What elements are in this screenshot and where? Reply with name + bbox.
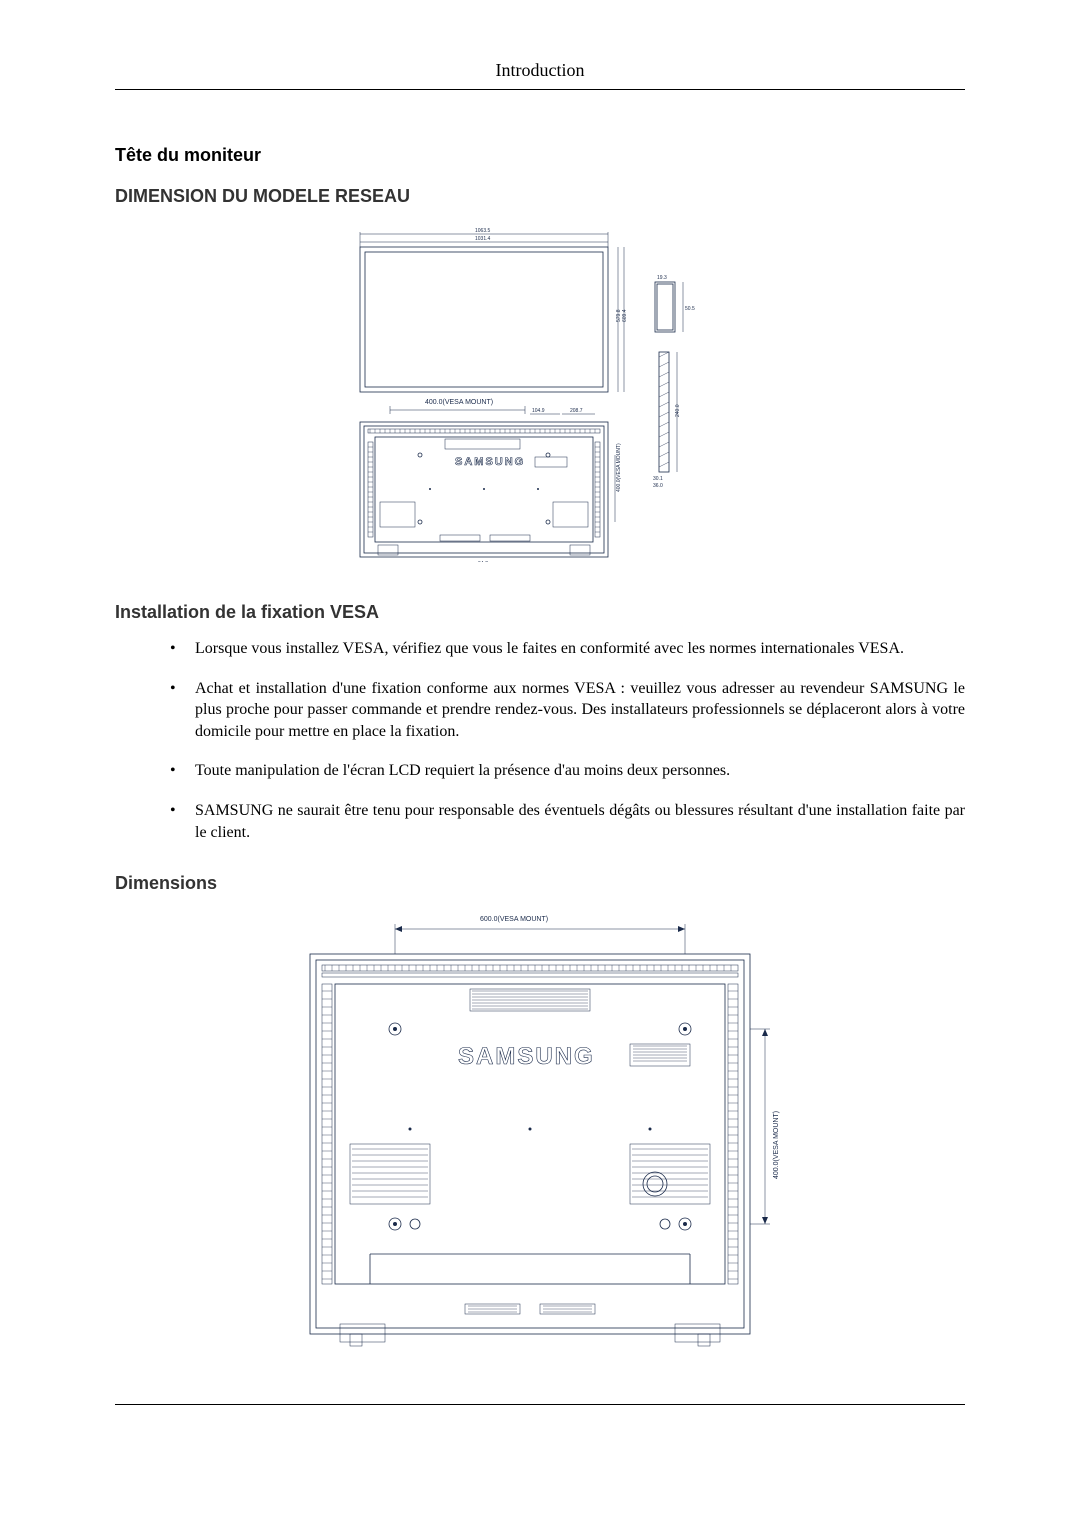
footer-divider [115,1404,965,1405]
diagram-dimensions: 600.0(VESA MOUNT) [115,909,965,1354]
page-container: Introduction Tête du moniteur DIMENSION … [0,0,1080,1465]
dim-609: 609.4 [622,309,628,322]
bullet-item: Lorsque vous installez VESA, vérifiez qu… [195,638,965,660]
technical-drawing-1: 1063.5 1031.4 579.8 609.4 19.3 50.5 [330,222,750,562]
brand-logo-2: SAMSUNG [458,1043,595,1070]
side-dim-19: 19.3 [657,275,667,281]
dim-1063: 1063.5 [475,228,491,234]
vesa-600-label: 600.0(VESA MOUNT) [480,916,548,923]
vesa-400-label: 400.0(VESA MOUNT) [773,1111,780,1179]
vesa-label-1: 400.0(VESA MOUNT) [425,399,493,406]
diagram-dimension-modele: 1063.5 1031.4 579.8 609.4 19.3 50.5 [115,222,965,567]
vesa-vertical: 400.0(VESA MOUNT) [616,443,622,492]
brand-logo-1: SAMSUNG [455,456,525,468]
heading-dimension-modele: DIMENSION DU MODELE RESEAU [115,186,965,207]
page-header: Introduction [115,60,965,90]
heading-tete-moniteur: Tête du moniteur [115,145,965,166]
heading-installation-vesa: Installation de la fixation VESA [115,602,965,623]
dim-1031: 1031.4 [475,236,491,242]
side-dim-30: 30.1 [653,476,663,482]
heading-dimensions: Dimensions [115,873,965,894]
bullet-item: SAMSUNG ne saurait être tenu pour respon… [195,800,965,843]
vesa-bullet-list: Lorsque vous installez VESA, vérifiez qu… [115,638,965,843]
side-height: 240.0 [675,404,681,417]
bullet-item: Toute manipulation de l'écran LCD requie… [195,760,965,782]
side-dim-36: 36.0 [653,483,663,489]
dim-104: 104.9 [532,408,545,414]
dim-208: 208.7 [570,408,583,414]
dim-94: 94.7 [478,561,488,562]
technical-drawing-2: 600.0(VESA MOUNT) [290,909,790,1349]
bullet-item: Achat et installation d'une fixation con… [195,678,965,743]
side-dim-50: 50.5 [685,306,695,312]
